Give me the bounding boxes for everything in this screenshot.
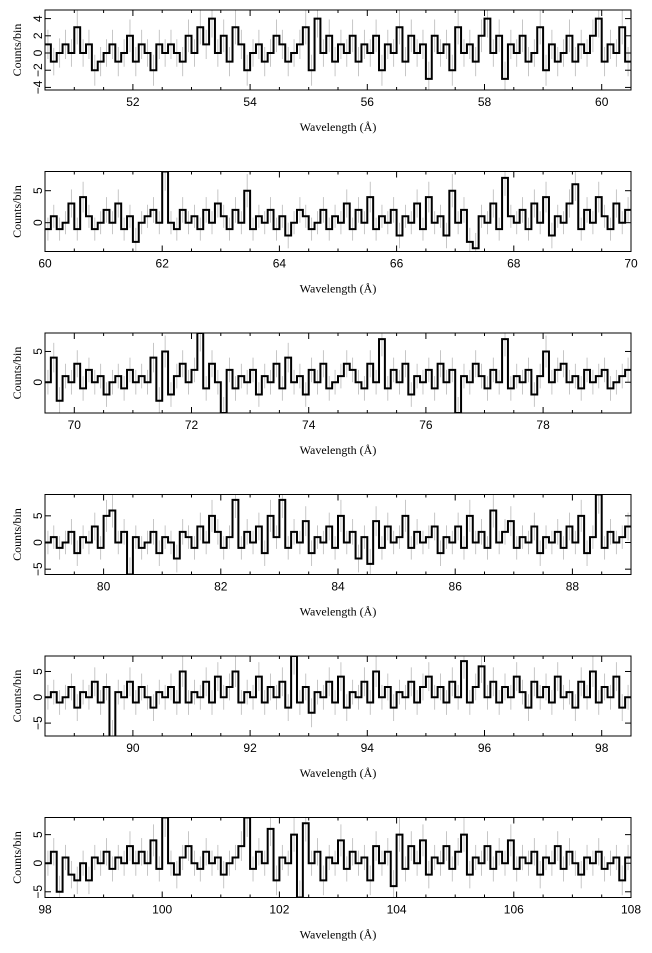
y-tick-label: −2 <box>31 63 45 77</box>
y-tick-label: 5 <box>31 348 45 355</box>
x-tick-label: 58 <box>478 95 492 109</box>
x-tick-label: 60 <box>38 257 52 271</box>
y-tick-label: 5 <box>31 668 45 675</box>
y-axis-label: Counts/bin <box>10 670 24 723</box>
y-tick-label: 5 <box>31 187 45 194</box>
x-tick-label: 88 <box>566 580 580 594</box>
x-tick-label: 78 <box>536 418 550 432</box>
x-tick-label: 102 <box>269 903 289 917</box>
x-tick-label: 54 <box>243 95 257 109</box>
y-tick-label: 0 <box>31 539 45 546</box>
panel-5: 90 92 94 96 98 −5 0 5 Wavelength (Å) Counts/bin <box>10 655 632 780</box>
panel-3: 70 72 74 76 78 0 5 Wavelength (Å) Counts/bin <box>10 332 632 457</box>
x-tick-label: 72 <box>185 418 199 432</box>
x-tick-label: 66 <box>390 257 404 271</box>
x-axis-label: Wavelength (Å) <box>300 120 377 134</box>
x-tick-label: 108 <box>621 903 641 917</box>
y-tick-label: 0 <box>31 49 45 56</box>
x-tick-label: 98 <box>595 741 609 755</box>
y-tick-label: −5 <box>31 716 45 730</box>
spectrum-step-line <box>45 333 631 413</box>
x-tick-label: 80 <box>97 580 111 594</box>
plot-area <box>45 333 631 413</box>
x-tick-label: 64 <box>273 257 287 271</box>
y-tick-label: 5 <box>31 512 45 519</box>
x-tick-label: 94 <box>361 741 375 755</box>
y-tick-label: 0 <box>31 379 45 386</box>
spectrum-step-line <box>45 817 631 898</box>
y-axis-label: Counts/bin <box>10 508 24 561</box>
spectrum-step-line <box>45 171 631 250</box>
y-axis-label: Counts/bin <box>10 24 24 77</box>
x-tick-label: 60 <box>595 95 609 109</box>
x-axis-label: Wavelength (Å) <box>300 605 377 619</box>
x-tick-label: 106 <box>504 903 524 917</box>
plot-area <box>45 494 631 575</box>
y-axis-label: Counts/bin <box>10 185 24 238</box>
y-tick-label: 0 <box>31 694 45 701</box>
x-tick-label: 90 <box>126 741 140 755</box>
x-tick-label: 92 <box>243 741 257 755</box>
x-tick-label: 86 <box>449 580 463 594</box>
panel-2: 60 62 64 66 68 70 0 5 Wavelength (Å) Counts/bin <box>10 171 638 296</box>
panel-1: 52 54 56 58 60 −4 −2 0 2 4 Wavelength (Å) Counts/bi… <box>10 9 632 134</box>
x-tick-label: 70 <box>68 418 82 432</box>
x-tick-label: 100 <box>152 903 172 917</box>
spectrum-step-line <box>45 17 631 80</box>
x-axis-label: Wavelength (Å) <box>300 766 377 780</box>
x-tick-label: 56 <box>361 95 375 109</box>
panel-4: 80 82 84 86 88 −5 0 5 Wavelength (Å) Counts/bin <box>10 494 632 619</box>
x-tick-label: 84 <box>331 580 345 594</box>
x-tick-label: 70 <box>624 257 638 271</box>
y-tick-label: 0 <box>31 860 45 867</box>
x-tick-label: 82 <box>214 580 228 594</box>
x-axis-label: Wavelength (Å) <box>300 443 377 457</box>
x-axis-label: Wavelength (Å) <box>300 282 377 296</box>
x-tick-label: 52 <box>126 95 140 109</box>
x-tick-label: 98 <box>38 903 52 917</box>
y-axis-label: Counts/bin <box>10 831 24 884</box>
y-axis-label: Counts/bin <box>10 347 24 400</box>
panel-6: 98 100 102 104 106 108 −5 0 5 Wavelength (Å) Count… <box>10 817 641 942</box>
plot-area <box>45 656 631 736</box>
plot-area <box>45 10 631 90</box>
x-tick-label: 96 <box>478 741 492 755</box>
y-tick-label: 5 <box>31 831 45 838</box>
y-tick-label: 2 <box>31 32 45 39</box>
x-tick-label: 68 <box>507 257 521 271</box>
x-tick-label: 62 <box>156 257 170 271</box>
x-tick-label: 104 <box>387 903 407 917</box>
x-axis-label: Wavelength (Å) <box>300 928 377 942</box>
x-tick-label: 76 <box>419 418 433 432</box>
plot-area <box>45 171 631 252</box>
spectrum-step-line <box>45 494 631 575</box>
y-tick-label: −4 <box>31 80 45 94</box>
y-tick-label: −5 <box>31 885 45 899</box>
y-tick-label: 0 <box>31 219 45 226</box>
spectrum-step-line <box>45 656 631 736</box>
y-tick-label: −5 <box>31 562 45 576</box>
x-tick-label: 74 <box>302 418 316 432</box>
y-tick-label: 4 <box>31 15 45 22</box>
